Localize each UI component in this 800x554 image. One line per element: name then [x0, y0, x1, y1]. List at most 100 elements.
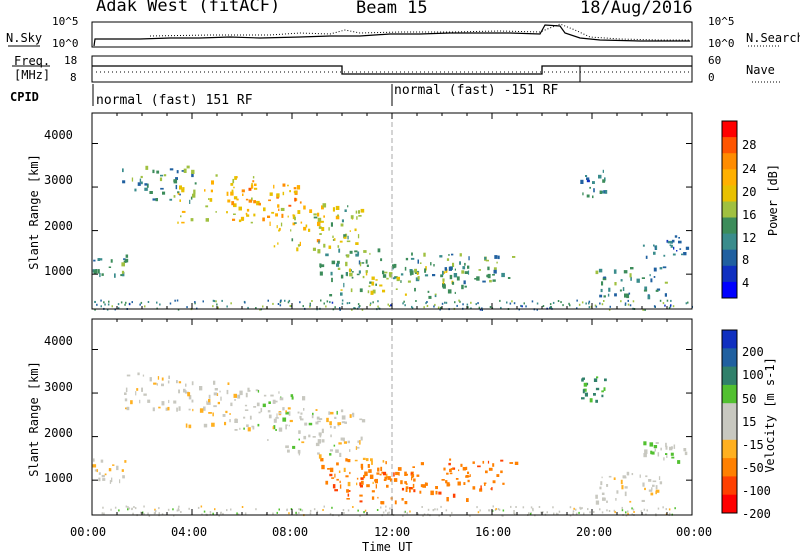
velocity-near-range-cell — [575, 512, 578, 515]
power-echo-cell — [193, 189, 196, 195]
power-echo-cell — [414, 287, 416, 292]
velocity-echo-cell — [311, 414, 314, 419]
velocity-near-range-cell — [222, 512, 224, 515]
power-colorbar — [721, 120, 738, 299]
power-echo-cell — [626, 293, 630, 299]
velocity-echo-cell — [357, 440, 360, 443]
power-echo-cell — [586, 177, 590, 180]
power-echo-cell — [98, 258, 103, 261]
velocity-echo-cell — [94, 469, 99, 472]
power-echo-cell — [211, 180, 214, 185]
velocity-near-range-cell — [436, 508, 439, 511]
power-near-range-cell — [437, 306, 440, 309]
power-echo-cell — [624, 293, 628, 298]
velocity-echo-cell — [409, 488, 411, 493]
power-echo-cell — [303, 205, 306, 210]
velocity-echo-cell — [262, 403, 266, 408]
velocity-echo-cell — [467, 471, 470, 475]
velocity-echo-cell — [346, 498, 350, 500]
velocity-near-range-cell — [382, 511, 385, 514]
velocity-near-range-cell — [295, 511, 297, 514]
velocity-near-range-cell — [440, 505, 442, 508]
velocity-echo-cell — [329, 473, 333, 477]
power-near-range-cell — [299, 301, 301, 304]
power-near-range-cell — [334, 306, 336, 309]
velocity-echo-cell — [126, 374, 131, 377]
power-echo-cell — [582, 192, 584, 196]
velocity-echo-cell — [334, 489, 338, 492]
power-echo-cell — [238, 219, 242, 223]
velocity-near-range-cell — [167, 508, 170, 511]
power-near-range-cell — [111, 305, 113, 308]
power-near-range-cell — [588, 302, 590, 305]
velocity-near-range-cell — [578, 511, 580, 514]
power-echo-cell — [125, 254, 129, 258]
velocity-echo-cell — [477, 465, 481, 468]
power-near-range-cell — [560, 301, 562, 304]
power-near-range-cell — [590, 305, 593, 308]
power-echo-cell — [678, 240, 682, 244]
freq-tick-top: 18 — [64, 54, 78, 67]
velocity-echo-cell — [581, 397, 585, 400]
velocity-echo-cell — [165, 407, 168, 411]
velocity-near-range-cell — [587, 508, 589, 511]
power-near-range-cell — [96, 303, 98, 306]
power-echo-cell — [628, 292, 631, 295]
velocity-echo-cell — [100, 459, 104, 463]
power-near-range-cell — [351, 308, 353, 311]
power-echo-cell — [494, 255, 498, 259]
velocity-echo-cell — [606, 500, 608, 503]
colorbar-swatch — [722, 233, 737, 251]
velocity-near-range-cell — [172, 508, 174, 511]
power-echo-cell — [330, 222, 333, 227]
power-cb-tick-8: 8 — [742, 253, 750, 267]
velocity-echo-cell — [139, 399, 141, 404]
power-echo-cell — [320, 265, 322, 269]
power-echo-cell — [382, 274, 387, 278]
velocity-echo-cell — [219, 390, 221, 393]
velocity-near-range-cell — [272, 512, 274, 515]
power-near-range-cell — [302, 305, 304, 308]
velocity-echo-cell — [649, 442, 654, 447]
power-echo-cell — [444, 267, 447, 271]
power-echo-cell — [137, 182, 141, 186]
power-echo-cell — [123, 258, 126, 260]
power-echo-cell — [275, 213, 278, 217]
velocity-echo-cell — [316, 416, 320, 420]
velocity-echo-cell — [224, 421, 227, 426]
power-echo-cell — [417, 259, 419, 264]
velocity-echo-cell — [124, 460, 127, 463]
power-echo-cell — [343, 236, 347, 239]
velocity-echo-cell — [267, 439, 269, 441]
velocity-echo-cell — [247, 387, 250, 392]
power-echo-cell — [340, 223, 344, 227]
power-echo-cell — [670, 240, 673, 244]
power-echo-cell — [360, 208, 365, 213]
power-echo-cell — [319, 233, 322, 235]
power-near-range-cell — [624, 304, 627, 306]
velocity-echo-cell — [334, 416, 337, 419]
power-echo-cell — [250, 184, 254, 189]
power-near-range-cell — [489, 306, 492, 308]
velocity-near-range-cell — [180, 511, 182, 513]
velocity-near-range-cell — [640, 510, 643, 513]
velocity-echo-cell — [109, 480, 112, 484]
colorbar-swatch — [722, 137, 737, 154]
velocity-echo-cell — [299, 415, 302, 419]
power-echo-cell — [181, 188, 185, 193]
velocity-echo-cell — [328, 411, 331, 415]
power-echo-cell — [110, 259, 113, 263]
nsearch-tick-top: 10^5 — [708, 15, 735, 28]
axis-ticks — [91, 113, 693, 515]
velocity-echo-cell — [208, 412, 212, 414]
velocity-echo-cell — [225, 410, 228, 414]
power-echo-cell — [215, 174, 218, 177]
power-echo-cell — [673, 246, 675, 250]
power-echo-cell — [448, 254, 450, 256]
power-echo-cell — [173, 195, 176, 198]
power-echo-cell — [281, 213, 284, 218]
power-echo-cell — [602, 169, 604, 173]
power-near-range-cell — [509, 302, 512, 305]
velocity-echo-cell — [420, 462, 424, 466]
power-echo-cell — [186, 165, 190, 169]
